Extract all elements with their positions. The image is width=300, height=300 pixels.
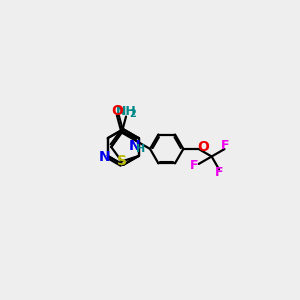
Text: O: O: [111, 104, 123, 118]
Text: F: F: [221, 139, 229, 152]
Text: F: F: [190, 159, 199, 172]
Text: S: S: [117, 154, 127, 169]
Text: O: O: [197, 140, 209, 154]
Text: NH: NH: [116, 105, 136, 118]
Text: 2: 2: [129, 109, 136, 119]
Text: N: N: [99, 150, 111, 164]
Text: H: H: [136, 144, 145, 154]
Text: F: F: [215, 167, 223, 179]
Text: N: N: [129, 139, 141, 153]
